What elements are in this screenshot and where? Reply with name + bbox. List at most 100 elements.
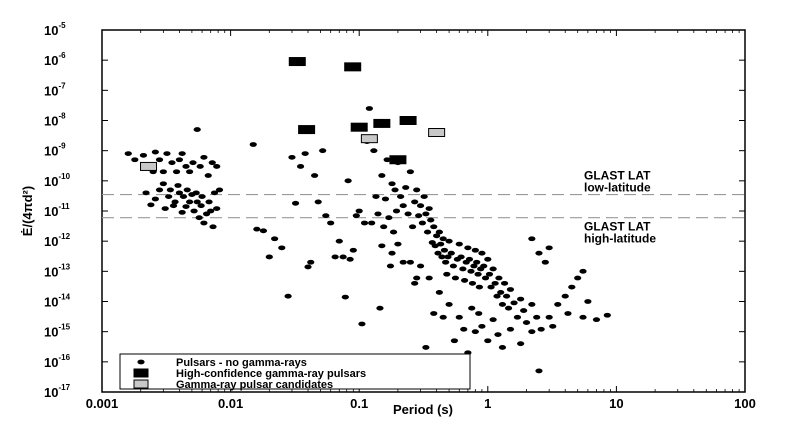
x-tick-label: 0.001 xyxy=(86,396,119,411)
pulsar-point xyxy=(192,190,200,196)
pulsar-point xyxy=(386,263,395,269)
pulsar-point xyxy=(451,275,460,281)
pulsar-point xyxy=(394,241,402,247)
pulsar-point xyxy=(470,263,478,269)
pulsar-point xyxy=(331,254,339,260)
pulsar-point xyxy=(397,194,405,200)
pulsar-point xyxy=(249,142,257,147)
pulsar-point xyxy=(430,311,438,316)
pulsar-point xyxy=(142,190,150,196)
reference-line-sublabel: high-latitude xyxy=(584,232,656,246)
pulsar-point xyxy=(402,185,410,190)
pulsar-point xyxy=(335,238,343,244)
y-tick-label: 10-17 xyxy=(44,383,71,400)
pulsar-point xyxy=(484,256,492,262)
x-tick-label: 0.1 xyxy=(350,396,368,411)
pulsar-point xyxy=(207,208,215,214)
y-tick-label: 10-10 xyxy=(44,172,71,189)
pulsar-point xyxy=(183,187,191,193)
pulsar-point xyxy=(404,211,412,217)
pulsar-point xyxy=(253,226,261,232)
pulsar-point xyxy=(380,224,388,230)
pulsar-point xyxy=(561,293,569,299)
pulsar-point xyxy=(449,263,457,269)
pulsar-point xyxy=(365,106,373,111)
pulsar-point xyxy=(155,187,164,193)
pulsar-point xyxy=(475,311,483,316)
pulsar-point xyxy=(487,284,495,290)
y-tick-label: 10-15 xyxy=(44,323,71,340)
pulsar-point xyxy=(474,271,482,277)
pulsar-point xyxy=(139,152,148,158)
pulsar-point xyxy=(193,199,201,205)
pulsar-point xyxy=(151,196,159,202)
pulsar-point xyxy=(498,302,507,307)
pulsar-point xyxy=(440,247,449,253)
pulsar-point xyxy=(284,293,292,299)
x-tick-label: 1 xyxy=(484,396,491,411)
pulsar-point xyxy=(200,220,208,226)
pulsar-point xyxy=(319,148,327,154)
pulsar-point xyxy=(278,245,286,251)
pulsar-point xyxy=(301,151,309,156)
pulsar-point xyxy=(388,250,396,256)
pulsar-point xyxy=(288,154,296,160)
pulsar-point xyxy=(413,187,421,193)
legend-marker-square xyxy=(133,379,149,389)
legend-label: Gamma-ray pulsar candidates xyxy=(176,379,333,391)
pulsar-point xyxy=(431,243,439,249)
pulsar-point xyxy=(467,268,475,274)
reference-line-sublabel: low-latitude xyxy=(584,181,651,195)
pulsar-point xyxy=(159,181,167,187)
pulsar-point xyxy=(427,217,435,223)
pulsar-point xyxy=(178,209,186,215)
pulsar-point xyxy=(175,190,184,196)
pulsar-point xyxy=(327,220,335,226)
pulsar-point xyxy=(196,164,204,169)
pulsar-point xyxy=(189,160,197,166)
reference-line-label: GLAST LAT xyxy=(584,169,651,183)
pulsar-point xyxy=(163,151,171,156)
pulsar-point xyxy=(579,268,587,274)
pulsar-point xyxy=(464,245,472,251)
pulsar-point xyxy=(489,266,497,272)
pulsar-point xyxy=(447,250,455,256)
pulsar-point xyxy=(535,250,543,256)
pulsar-point xyxy=(151,149,159,155)
pulsar-point xyxy=(161,206,169,212)
pulsar-point xyxy=(169,203,178,209)
pulsar-point xyxy=(175,157,184,163)
pulsar-point xyxy=(355,208,363,214)
pulsar-point xyxy=(378,243,386,249)
pulsar-point xyxy=(411,199,419,205)
pulsar-point xyxy=(195,215,203,221)
pulsar-point xyxy=(259,228,268,234)
candidate-point xyxy=(360,134,378,144)
pulsar-point xyxy=(422,345,430,350)
pulsar-point xyxy=(339,254,347,260)
pulsar-point xyxy=(378,173,386,178)
pulsar-point xyxy=(296,164,305,169)
pulsar-point xyxy=(498,345,507,350)
pulsar-point xyxy=(370,148,378,154)
pulsar-point xyxy=(411,280,419,286)
pulsar-point xyxy=(391,187,399,193)
pulsar-point xyxy=(271,236,279,242)
gamma-pulsar-point xyxy=(399,116,417,125)
pulsar-point xyxy=(478,323,486,329)
pulsar-point xyxy=(506,326,515,332)
pulsar-point xyxy=(442,259,450,265)
pulsar-point xyxy=(439,314,447,320)
gamma-pulsar-point xyxy=(288,57,306,67)
pulsar-point xyxy=(165,194,173,200)
pulsar-point xyxy=(502,293,511,299)
candidate-point xyxy=(140,161,158,171)
pulsar-point xyxy=(489,317,497,323)
y-tick-label: 10-11 xyxy=(44,202,70,219)
pulsar-point xyxy=(311,173,319,178)
pulsar-point xyxy=(213,206,221,212)
pulsar-point xyxy=(197,203,205,209)
pulsar-point xyxy=(484,338,492,344)
pulsar-point xyxy=(186,199,194,205)
